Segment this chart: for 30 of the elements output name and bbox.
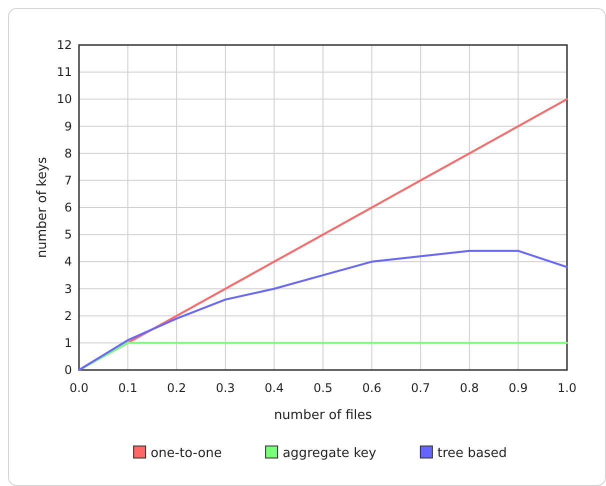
x-tick-label: 0.7 — [411, 381, 430, 395]
line-series — [78, 250, 568, 371]
y-tick-label: 4 — [64, 254, 72, 269]
x-tick-label: 0.3 — [216, 381, 235, 395]
y-tick-label: 0 — [64, 363, 72, 377]
y-tick-label: 8 — [64, 146, 72, 160]
y-tick-label: 3 — [64, 282, 72, 296]
x-tick-label: 0.0 — [69, 381, 89, 395]
x-tick-label: 0.8 — [460, 381, 479, 395]
y-tick-label: 10 — [56, 92, 72, 106]
x-tick-label: 1.0 — [557, 381, 577, 395]
x-tick-label: 0.4 — [264, 381, 284, 395]
legend-label: aggregate key — [282, 446, 377, 461]
x-axis-title: number of files — [274, 408, 372, 423]
x-tick-label: 0.9 — [508, 381, 528, 395]
x-tick-label: 0.6 — [362, 381, 382, 395]
y-tick-label: 7 — [64, 173, 72, 188]
y-tick-label: 2 — [64, 308, 72, 323]
y-tick-label: 11 — [56, 65, 72, 80]
x-tick-label: 0.5 — [313, 381, 333, 395]
x-tick-label: 0.1 — [118, 381, 138, 395]
legend-label: one-to-one — [150, 446, 222, 461]
y-tick-label: 9 — [64, 119, 72, 134]
y-axis-title: number of keys — [35, 156, 50, 258]
y-tick-label: 5 — [64, 228, 72, 242]
x-tick-label: 0.2 — [167, 381, 186, 395]
y-tick-label: 1 — [64, 336, 72, 350]
y-tick-label: 12 — [56, 38, 72, 52]
legend-label: tree based — [437, 446, 507, 461]
y-tick-label: 6 — [64, 200, 72, 214]
